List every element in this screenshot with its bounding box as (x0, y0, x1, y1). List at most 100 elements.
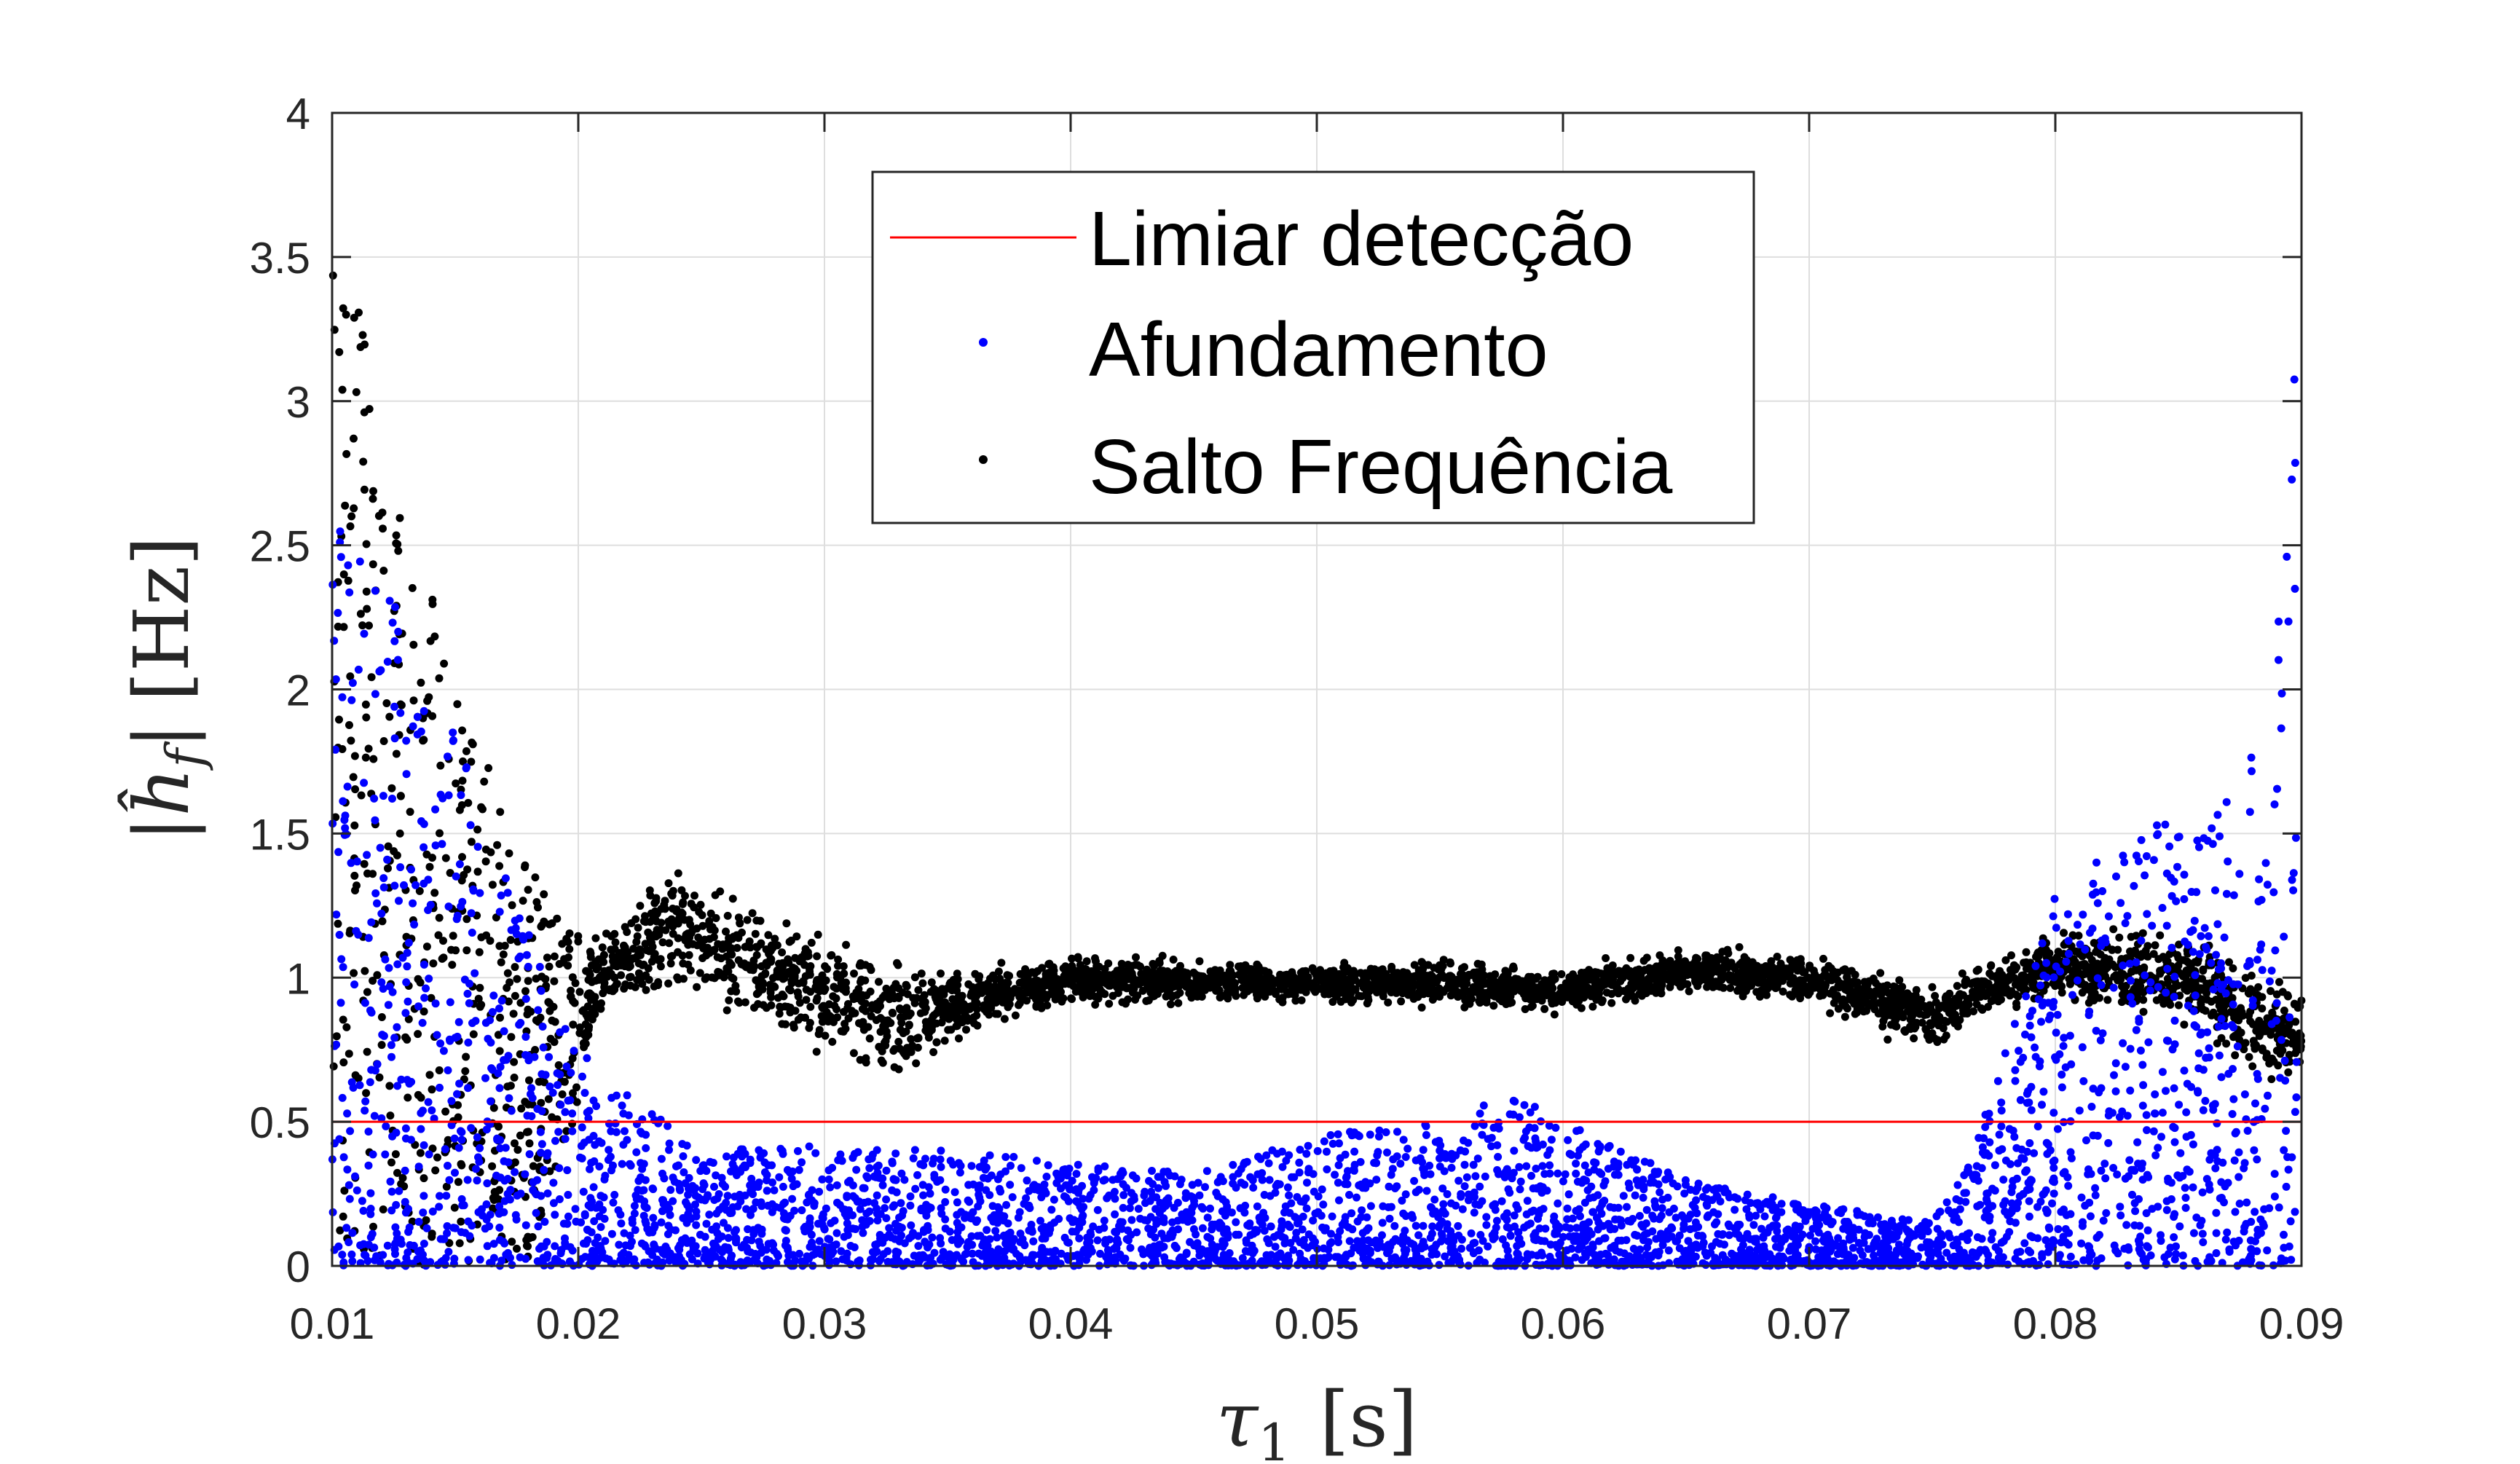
scatter-point (2181, 1203, 2190, 1212)
scatter-point (363, 869, 371, 878)
scatter-point (1912, 985, 1921, 994)
scatter-point (560, 955, 569, 964)
scatter-point (544, 1095, 553, 1103)
scatter-point (1108, 978, 1117, 987)
scatter-point (596, 1004, 605, 1013)
scatter-point (1042, 981, 1050, 990)
scatter-point (2143, 942, 2152, 951)
scatter-point (2162, 1087, 2170, 1095)
scatter-point (890, 994, 899, 1003)
scatter-point (1261, 975, 1269, 983)
scatter-point (625, 973, 634, 982)
scatter-point (1744, 983, 1752, 991)
scatter-point (342, 1023, 351, 1031)
scatter-point (1701, 951, 1710, 960)
scatter-point (1299, 980, 1307, 988)
scatter-point (794, 1015, 803, 1024)
scatter-point (805, 1023, 814, 1032)
scatter-point (762, 1004, 771, 1012)
scatter-point (795, 999, 804, 1007)
scatter-point (1602, 954, 1610, 962)
scatter-point (1351, 975, 1359, 984)
scatter-point (685, 916, 693, 924)
scatter-point (1656, 967, 1665, 975)
scatter-point (379, 1031, 388, 1040)
scatter-point (1714, 967, 1722, 976)
scatter-point (902, 980, 910, 989)
scatter-point (814, 930, 822, 939)
scatter-point (339, 1058, 348, 1067)
scatter-point (592, 965, 601, 974)
scatter-point (1740, 953, 1749, 961)
scatter-point (350, 871, 359, 880)
scatter-point (2251, 1044, 2259, 1053)
scatter-point (1673, 978, 1682, 987)
scatter-point (403, 1093, 412, 1102)
scatter-point (834, 961, 842, 970)
scatter-point (821, 1031, 830, 1040)
scatter-point (1426, 982, 1435, 991)
scatter-point (751, 929, 760, 938)
scatter-point (446, 869, 454, 877)
scatter-point (2114, 976, 2122, 985)
scatter-point (1199, 972, 1208, 981)
scatter-point (917, 969, 926, 978)
scatter-point (1741, 973, 1750, 982)
scatter-point (2175, 1101, 2184, 1109)
scatter-point (2076, 961, 2085, 969)
scatter-point (791, 953, 800, 962)
scatter-point (1666, 983, 1674, 991)
scatter-point (572, 1083, 580, 1092)
scatter-point (1309, 1216, 1318, 1225)
scatter-point (1654, 977, 1663, 986)
scatter-point (1262, 982, 1271, 991)
scatter-point (1436, 973, 1444, 982)
scatter-point (1042, 970, 1050, 979)
scatter-point (1240, 991, 1248, 999)
scatter-point (439, 937, 447, 945)
scatter-point (977, 988, 986, 997)
scatter-point (554, 1061, 563, 1069)
scatter-point (2268, 1008, 2277, 1017)
scatter-point (1527, 1171, 1535, 1180)
scatter-point (723, 911, 732, 920)
scatter-point (2082, 1136, 2090, 1145)
scatter-point (336, 1226, 344, 1235)
scatter-point (1572, 985, 1580, 994)
scatter-point (1016, 993, 1025, 1001)
scatter-point (430, 889, 439, 897)
scatter-point (1767, 957, 1776, 966)
scatter-point (2267, 987, 2275, 996)
scatter-point (334, 609, 342, 617)
scatter-point (2174, 1001, 2183, 1010)
scatter-point (1005, 991, 1014, 999)
scatter-point (583, 1002, 592, 1011)
scatter-point (1703, 969, 1711, 978)
scatter-point (600, 979, 609, 988)
scatter-point (2265, 1059, 2274, 1068)
scatter-point (2212, 1229, 2221, 1237)
scatter-point (1853, 993, 1862, 1002)
scatter-point (2211, 886, 2219, 894)
scatter-point (1403, 969, 1411, 977)
scatter-point (1673, 959, 1682, 967)
scatter-point (2241, 1039, 2250, 1047)
scatter-point (895, 1004, 904, 1012)
scatter-point (1411, 972, 1420, 980)
scatter-point (369, 495, 377, 503)
scatter-point (2179, 980, 2188, 989)
scatter-point (1231, 988, 1240, 996)
scatter-point (1033, 991, 1042, 999)
scatter-point (509, 1010, 518, 1018)
scatter-point (778, 948, 787, 957)
scatter-point (2244, 988, 2253, 997)
scatter-point (665, 939, 674, 948)
scatter-point (726, 948, 735, 956)
scatter-point (409, 640, 418, 649)
scatter-point (664, 879, 673, 888)
scatter-point (2020, 1239, 2029, 1248)
scatter-point (2275, 656, 2283, 664)
scatter-point (385, 1082, 394, 1090)
scatter-point (1404, 991, 1413, 999)
scatter-point (1784, 964, 1793, 973)
